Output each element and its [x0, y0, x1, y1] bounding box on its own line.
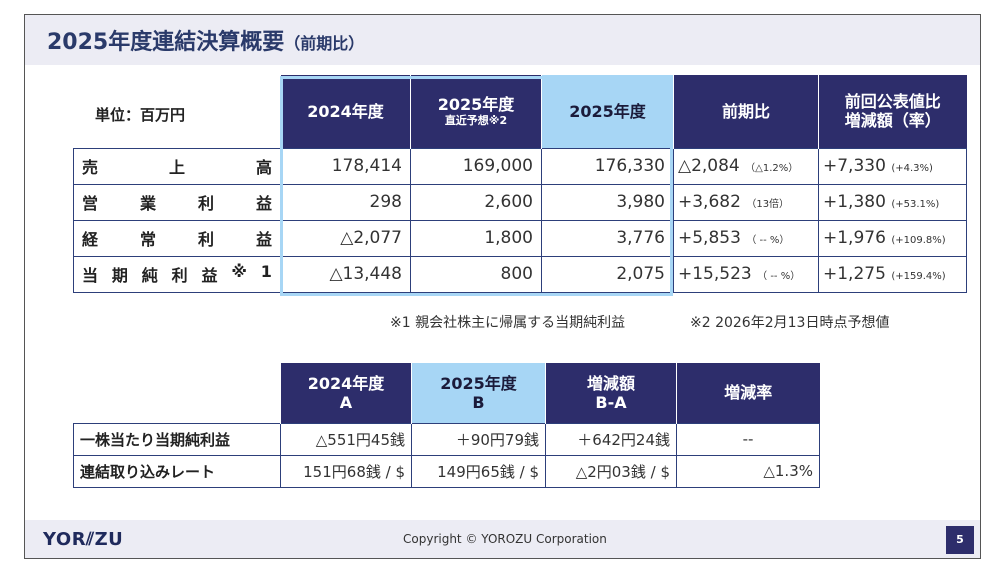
- header-forecast: 2025年度 直近予想※2: [410, 75, 542, 148]
- copyright: Copyright © YOROZU Corporation: [403, 532, 607, 546]
- row-label-sales: 売上高: [73, 147, 281, 185]
- cell-vs-prev: +1,275 (+159.4%): [818, 255, 967, 293]
- table-row: 連結取り込みレート 151円68銭 / $ 149円65銭 / $ △2円03銭…: [73, 454, 820, 488]
- cell-yoy: △2,084 （△1.2%）: [673, 147, 819, 185]
- cell-diff: ＋642円24銭: [545, 422, 677, 456]
- cell-fy2025: 176,330: [541, 147, 674, 185]
- unit-label: 単位：百万円: [95, 106, 186, 124]
- page-number: 5: [946, 526, 974, 554]
- cell-b: 149円65銭 / $: [411, 454, 546, 488]
- cell-vs-prev: +1,380 (+53.1%): [818, 183, 967, 221]
- cell-forecast: 169,000: [410, 147, 542, 185]
- cell-a: 151円68銭 / $: [280, 454, 412, 488]
- header-blank: [74, 75, 281, 148]
- cell-yoy: +5,853 （ -- %）: [673, 219, 819, 257]
- table-row: 売上高 178,414 169,000 176,330 △2,084 （△1.2…: [73, 147, 967, 185]
- footer: YOR⫽ZU Copyright © YOROZU Corporation 5: [25, 520, 980, 558]
- cell-fy2025: 3,776: [541, 219, 674, 257]
- slide: 2025年度連結決算概要（前期比） 単位：百万円 2024年度 2025年度 直近…: [24, 14, 981, 559]
- cell-fy2024: △2,077: [280, 219, 411, 257]
- cell-forecast: 1,800: [410, 219, 542, 257]
- per-share-table: 2024年度 A 2025年度 B 増減額 B-A 増減率 一株当たり当期純利益 △5…: [73, 363, 820, 488]
- table-row: 営業利益 298 2,600 3,980 +3,682 （13倍） +1,380…: [73, 183, 967, 221]
- cell-fy2024: 178,414: [280, 147, 411, 185]
- cell-fy2024: △13,448: [280, 255, 411, 293]
- cell-forecast: 2,600: [410, 183, 542, 221]
- cell-a: △551円45銭: [280, 422, 412, 456]
- header-fy2025: 2025年度: [541, 75, 674, 148]
- row-label-eps: 一株当たり当期純利益: [73, 422, 281, 456]
- header-yoy: 前期比: [673, 75, 819, 148]
- cell-rate: △1.3%: [676, 454, 820, 488]
- header-rate: 増減率: [676, 363, 820, 423]
- header-diff: 増減額 B-A: [545, 363, 677, 423]
- cell-fy2025: 2,075: [541, 255, 674, 293]
- yorozu-logo: YOR⫽ZU: [43, 529, 124, 550]
- table-row: 経常利益 △2,077 1,800 3,776 +5,853 （ -- %） +…: [73, 219, 967, 257]
- row-label-net-income: 当期純利益 ※ 1: [73, 255, 281, 293]
- cell-fy2024: 298: [280, 183, 411, 221]
- cell-yoy: +15,523 （ -- %）: [673, 255, 819, 293]
- note-2: ※2 2026年2月13日時点予想値: [690, 315, 890, 331]
- header-b: 2025年度 B: [411, 363, 546, 423]
- page-title: 2025年度連結決算概要（前期比）: [47, 30, 365, 55]
- cell-vs-prev: +7,330 (+4.3%): [818, 147, 967, 185]
- header-vs-prev: 前回公表値比 増減額（率）: [818, 75, 967, 148]
- financial-summary-table: 2024年度 2025年度 直近予想※2 2025年度 前期比 前回公表値比 増減額…: [73, 75, 967, 293]
- cell-forecast: 800: [410, 255, 542, 293]
- header-blank: [74, 363, 281, 423]
- cell-rate: --: [676, 422, 820, 456]
- table-row: 当期純利益 ※ 1 △13,448 800 2,075 +15,523 （ -- %…: [73, 255, 967, 293]
- cell-b: ＋90円79銭: [411, 422, 546, 456]
- row-label-operating-profit: 営業利益: [73, 183, 281, 221]
- row-label-ordinary-profit: 経常利益: [73, 219, 281, 257]
- title-band: 2025年度連結決算概要（前期比）: [25, 15, 980, 65]
- cell-fy2025: 3,980: [541, 183, 674, 221]
- row-label-fx-rate: 連結取り込みレート: [73, 454, 281, 488]
- cell-vs-prev: +1,976 (+109.8%): [818, 219, 967, 257]
- cell-yoy: +3,682 （13倍）: [673, 183, 819, 221]
- header-a: 2024年度 A: [280, 363, 412, 423]
- cell-diff: △2円03銭 / $: [545, 454, 677, 488]
- table-row: 一株当たり当期純利益 △551円45銭 ＋90円79銭 ＋642円24銭 --: [73, 422, 820, 456]
- note-1: ※1 親会社株主に帰属する当期純利益: [390, 315, 626, 331]
- page-subtitle: （前期比）: [284, 34, 365, 53]
- header-fy2024: 2024年度: [280, 75, 411, 148]
